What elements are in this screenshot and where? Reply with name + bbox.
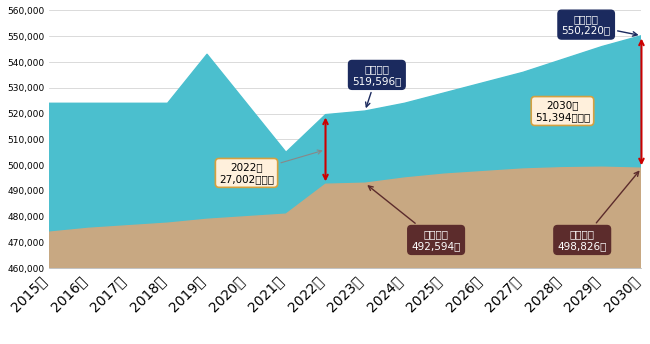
Text: 2022年
27,002人不足: 2022年 27,002人不足 (219, 150, 322, 184)
Text: 必要人数
519,596人: 必要人数 519,596人 (352, 64, 402, 107)
Text: 就業者数
498,826人: 就業者数 498,826人 (558, 172, 639, 251)
Text: 2030年
51,394人不足: 2030年 51,394人不足 (535, 100, 590, 122)
Text: 必要人数
550,220人: 必要人数 550,220人 (562, 14, 637, 36)
Text: 就業者数
492,594人: 就業者数 492,594人 (369, 186, 461, 251)
